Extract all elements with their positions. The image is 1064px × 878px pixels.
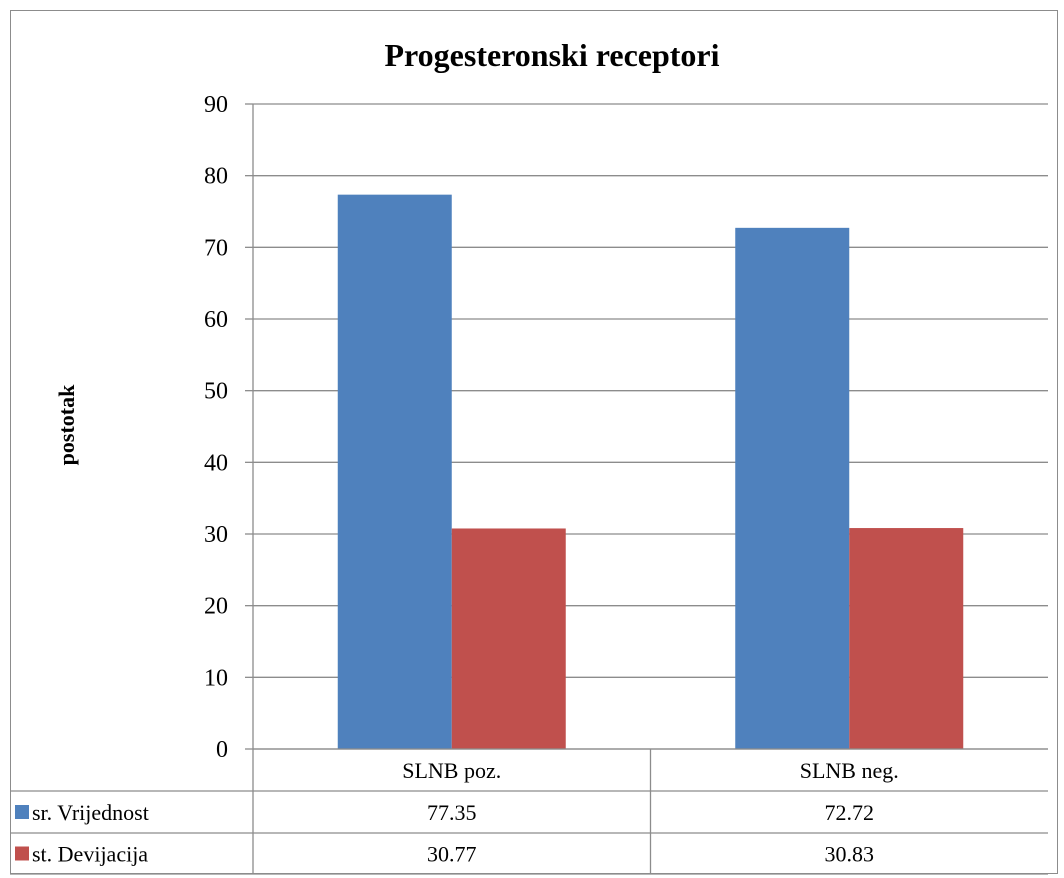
category-label: SLNB poz.	[402, 758, 501, 783]
y-tick-label: 0	[216, 737, 228, 763]
chart-title: Progesteronski receptori	[384, 37, 719, 73]
y-tick-label: 40	[204, 450, 228, 476]
category-label: SLNB neg.	[800, 758, 899, 783]
y-tick-label: 60	[204, 307, 228, 333]
bar	[849, 528, 964, 749]
y-tick-label: 10	[204, 665, 228, 691]
bar	[337, 194, 452, 750]
bars	[337, 194, 964, 750]
data-label: 72.72	[825, 800, 875, 825]
y-axis-ticks: 0 10 20 30 40 50 60 70 80 90	[204, 92, 228, 763]
legend-swatch	[15, 805, 29, 819]
data-label: 30.83	[825, 842, 875, 867]
y-tick-label: 30	[204, 522, 228, 548]
bar	[735, 227, 850, 750]
y-tick-label: 80	[204, 164, 228, 190]
data-label: 77.35	[427, 800, 477, 825]
legend-label: sr. Vrijednost	[32, 800, 149, 825]
y-axis-label: postotak	[54, 384, 79, 465]
bar	[451, 528, 566, 749]
y-tick-label: 50	[204, 379, 228, 405]
legend-label: st. Devijacija	[32, 842, 148, 867]
y-tick-label: 70	[204, 235, 228, 261]
data-table: SLNB poz. SLNB neg. sr. Vrijednost 77.35 72.…	[10, 748, 1048, 875]
data-label: 30.77	[427, 842, 477, 867]
legend-swatch	[15, 846, 29, 861]
y-tick-label: 20	[204, 594, 228, 620]
y-tick-label: 90	[204, 92, 228, 118]
